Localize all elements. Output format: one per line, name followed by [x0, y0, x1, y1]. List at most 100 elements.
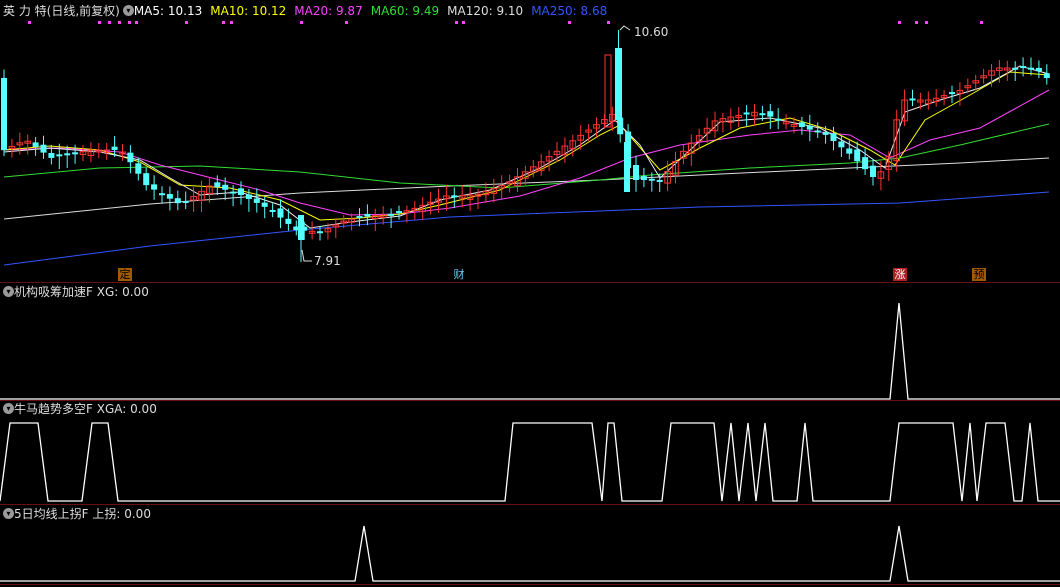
candle-body — [166, 194, 173, 199]
candle-body — [656, 179, 663, 182]
candle-body — [917, 99, 924, 103]
event-tag-ding[interactable]: 定 — [118, 268, 132, 281]
signal-dot — [108, 21, 111, 24]
candle-body — [403, 210, 411, 214]
candle-body — [64, 153, 71, 156]
candle-body — [379, 214, 387, 218]
candle-body — [711, 120, 719, 132]
candle-body — [648, 178, 655, 181]
high-marker-arrow — [619, 25, 631, 31]
candle-body — [1028, 67, 1034, 70]
signal-dot — [345, 21, 348, 24]
candle-body — [119, 151, 126, 155]
candle-body — [743, 112, 750, 115]
stock-name[interactable]: 英 力 特 — [3, 4, 47, 18]
signal-dot — [980, 21, 983, 24]
candle-body — [293, 226, 300, 231]
candle-body — [553, 150, 561, 156]
panel1-indicator-value: XG: 0.00 — [96, 285, 149, 299]
signal-dot — [898, 21, 901, 24]
event-tag-cai[interactable]: 财 — [453, 268, 465, 281]
panel3-header: ▾ 5日均线上拐F 上拐: 0.00 — [0, 505, 151, 523]
candle-body — [458, 194, 466, 199]
signal-dot — [568, 21, 571, 24]
panel2-line — [0, 422, 1060, 502]
panel-separator — [0, 282, 1060, 283]
candle-body — [482, 190, 490, 196]
ma5-label: MA5: 10.13 — [133, 4, 203, 18]
candle-body — [735, 114, 743, 118]
candle-body — [680, 150, 687, 159]
panel1-toggle-icon[interactable]: ▾ — [3, 286, 14, 297]
candle-body — [545, 156, 553, 162]
candle-body — [103, 149, 111, 153]
panel2-indicator-name[interactable]: 牛马趋势多空F — [14, 402, 93, 416]
candle-body — [238, 188, 244, 195]
panel2-indicator-chart[interactable] — [0, 418, 1060, 503]
candle-body — [324, 228, 332, 233]
panel3-indicator-chart[interactable] — [0, 523, 1060, 585]
panel3-toggle-icon[interactable]: ▾ — [3, 508, 14, 519]
panel3-indicator-value: 上拐: 0.00 — [92, 507, 151, 521]
signal-dot — [135, 21, 138, 24]
candle-body — [317, 231, 323, 234]
candle-body — [893, 119, 901, 162]
candle-body — [411, 207, 419, 211]
candle-body — [561, 145, 569, 156]
panel1-line — [0, 302, 1060, 400]
candle-body — [451, 195, 458, 198]
settings-toggle-icon[interactable]: ▾ — [122, 5, 134, 16]
candle-body — [419, 204, 426, 213]
candle-body — [348, 218, 355, 223]
candle-body — [506, 181, 513, 185]
candle-body — [870, 165, 876, 177]
candle-body — [174, 198, 181, 204]
candle-body — [135, 163, 142, 174]
candle-body — [577, 134, 585, 141]
candle-body — [364, 213, 371, 217]
panel1-indicator-chart[interactable] — [0, 300, 1060, 400]
candle-body — [16, 142, 24, 146]
candle-body — [1, 77, 7, 151]
chart-period[interactable]: (日线,前复权) — [46, 4, 120, 18]
candle-body — [245, 194, 252, 199]
event-tag-yu[interactable]: 预 — [972, 268, 986, 281]
candle-body — [356, 215, 363, 218]
event-tag-zhang[interactable]: 涨 — [893, 268, 907, 281]
high-price-label: 10.60 — [634, 25, 668, 39]
ma20-line — [3, 89, 1050, 216]
candle-body — [790, 123, 798, 127]
candle-body — [569, 140, 577, 150]
candle-body — [585, 129, 592, 133]
candle-body — [269, 209, 276, 212]
candle-body — [514, 176, 521, 187]
candle-body — [95, 149, 103, 153]
candle-body — [964, 85, 972, 89]
ma5-line — [3, 65, 1050, 229]
candle-body — [298, 215, 304, 240]
candle-body — [332, 224, 340, 228]
candle-body — [822, 131, 829, 135]
candle-body — [530, 166, 537, 173]
signal-dot — [128, 21, 131, 24]
ma20-label: MA20: 9.87 — [294, 4, 363, 18]
candle-body — [214, 182, 221, 188]
candle-body — [396, 211, 402, 214]
panel3-line — [0, 525, 1060, 582]
candle-body — [633, 165, 639, 180]
candle-body — [372, 215, 379, 220]
panel1-indicator-name[interactable]: 机构吸筹加速F — [14, 285, 93, 299]
signal-dot — [915, 21, 918, 24]
candle-body — [604, 54, 612, 128]
signal-dot — [925, 21, 928, 24]
panel3-indicator-name[interactable]: 5日均线上拐F — [14, 507, 89, 521]
candle-body — [782, 121, 790, 125]
candlestick-chart[interactable]: 10.60 7.91 — [0, 18, 1060, 280]
candle-body — [143, 173, 150, 186]
candle-body — [198, 190, 205, 201]
candle-body — [751, 111, 758, 117]
panel2-toggle-icon[interactable]: ▾ — [3, 403, 14, 414]
candle-body — [1004, 67, 1011, 71]
candle-body — [388, 213, 395, 216]
panel2-header: ▾ 牛马趋势多空F XGA: 0.00 — [0, 400, 157, 418]
